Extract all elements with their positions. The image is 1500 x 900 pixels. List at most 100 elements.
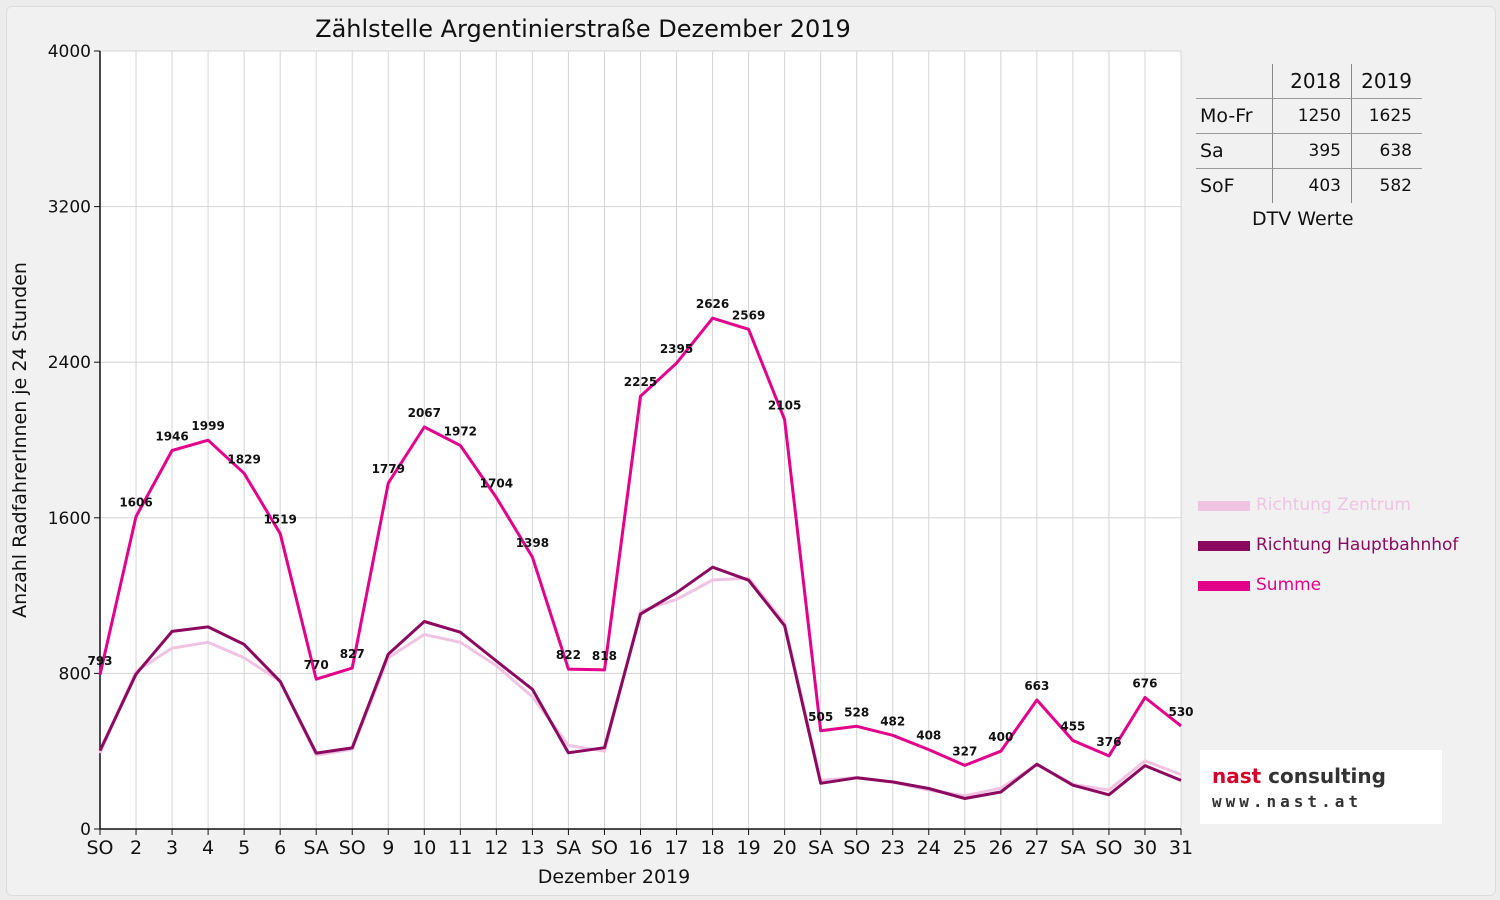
data-label: 822 [556,648,581,662]
data-label: 1704 [480,477,513,491]
x-tick-label: 31 [1169,837,1193,859]
x-tick-label: 4 [202,837,214,859]
data-label: 455 [1060,720,1085,734]
x-tick-label: 24 [917,837,941,859]
x-tick-label: 11 [448,837,472,859]
dtv-row: SoF 403 582 [1196,168,1422,203]
y-tick-label: 2400 [48,353,91,373]
x-tick-label: SA [556,837,581,859]
legend-label: Richtung Zentrum [1256,495,1411,515]
data-label: 793 [87,654,112,668]
x-tick-label: 26 [989,837,1013,859]
dtv-header-row: 2018 2019 [1196,64,1422,99]
data-label: 1606 [119,496,152,510]
nast-consulting-logo: nast consulting www.nast.at [1200,750,1442,824]
x-tick-label: 12 [484,837,508,859]
logo-name-part1: nast [1212,764,1262,788]
x-tick-label: 25 [953,837,977,859]
y-axis-label: Anzahl RadfahrerInnen je 24 Stunden [9,262,31,618]
data-label: 2225 [624,375,657,389]
data-label: 408 [916,729,941,743]
dtv-caption: DTV Werte [1252,208,1354,230]
data-label: 482 [880,714,905,728]
x-tick-label: 30 [1133,837,1157,859]
dtv-header-2019: 2019 [1351,64,1422,99]
x-tick-label: SA [1060,837,1085,859]
x-tick-label: SO [339,837,366,859]
data-label: 676 [1132,677,1157,691]
x-tick-label: SO [591,837,618,859]
x-tick-label: 2 [130,837,142,859]
series-lines [98,316,1182,800]
logo-name: nast consulting [1212,764,1386,788]
dtv-header-empty [1196,64,1273,99]
dtv-cell-2018: 403 [1272,168,1352,203]
data-label: 1779 [372,462,405,476]
data-label: 663 [1024,679,1049,693]
x-tick-label: 10 [412,837,436,859]
legend-label: Richtung Hauptbahnhof [1256,535,1459,555]
data-label: 1972 [444,424,477,438]
legend-swatch [1198,501,1250,511]
x-tick-label: 5 [238,837,250,859]
dtv-cell-2019: 638 [1351,133,1422,169]
data-label: 505 [808,710,833,724]
dtv-row: Mo-Fr 1250 1625 [1196,98,1422,134]
data-label: 327 [952,744,977,758]
series-line-2 [98,565,1182,800]
data-label: 1829 [227,452,260,466]
legend-swatch [1198,541,1250,551]
data-label: 2395 [660,342,693,356]
y-tick-label: 1600 [48,509,91,529]
x-tick-label: 9 [382,837,394,859]
x-tick-label: 16 [628,837,652,859]
x-tick-label: SA [808,837,833,859]
data-label: 400 [988,730,1013,744]
logo-name-part2: consulting [1261,764,1386,788]
y-tick-label: 800 [59,664,91,684]
logo-url: www.nast.at [1212,792,1362,811]
legend-swatch [1198,581,1250,591]
dtv-row-label: Mo-Fr [1196,98,1273,134]
y-tick-labels: 0 800 1600 2400 3200 4000 [48,42,91,840]
y-tick-label: 3200 [48,198,91,218]
x-tick-label: 23 [881,837,905,859]
x-tick-label: SO [843,837,870,859]
y-tick-label: 0 [80,820,91,840]
series-line-3 [98,316,1182,767]
data-label: 770 [304,658,329,672]
data-label: 1999 [191,419,224,433]
x-axis-label: Dezember 2019 [538,866,690,888]
data-label: 376 [1096,735,1121,749]
dtv-row-label: Sa [1196,133,1273,169]
data-label: 1519 [263,513,296,527]
data-label: 2626 [696,297,729,311]
x-tick-label: 3 [166,837,178,859]
data-label: 530 [1168,705,1193,719]
x-tick-label: 19 [737,837,761,859]
data-label: 818 [592,649,617,663]
x-tick-label: SO [86,837,113,859]
data-label: 1946 [155,430,188,444]
y-tick-label: 4000 [48,42,91,62]
legend-label: Summe [1256,575,1322,595]
x-tick-label: 18 [700,837,724,859]
x-tick-labels: SO 2 3 4 5 6 SA SO 9 10 11 12 13 SA SO 16 17 18 19 20 SA SO 23… [86,837,1193,859]
x-tick-label: 13 [520,837,544,859]
dtv-row-label: SoF [1200,175,1235,197]
chart-title: Zählstelle Argentinierstraße Dezember 20… [315,15,851,43]
dtv-header-2018: 2018 [1272,64,1352,99]
x-tick-label: 27 [1025,837,1049,859]
x-tick-label: 6 [274,837,286,859]
data-label: 528 [844,705,869,719]
dtv-row: Sa 395 638 [1196,133,1422,169]
x-tick-label: SO [1095,837,1122,859]
data-label: 2569 [732,308,765,322]
dtv-cell-2018: 395 [1272,133,1352,169]
dtv-table: 2018 2019 Mo-Fr 1250 1625 Sa 395 638 SoF… [1196,64,1422,203]
data-label: 827 [340,647,365,661]
x-tick-label: SA [303,837,328,859]
data-label: 2105 [768,399,801,413]
